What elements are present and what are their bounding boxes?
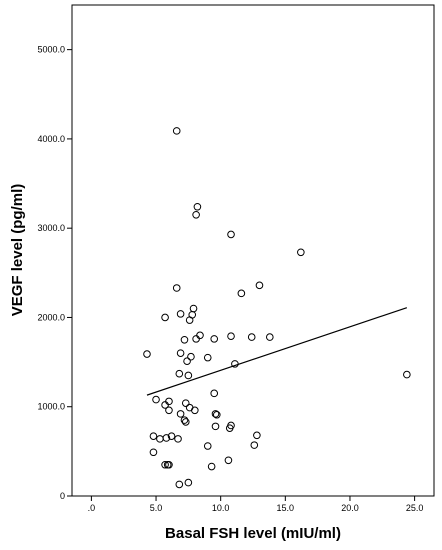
data-point [255,281,264,290]
data-point [207,462,216,471]
data-point [161,460,169,469]
data-point [192,335,200,343]
data-point [176,349,185,357]
data-point [192,210,200,219]
data-point [156,435,164,443]
y-tick-label: 3000.0 [37,223,65,233]
data-point [211,410,220,418]
data-point [161,313,169,322]
data-point [143,350,151,358]
data-point [149,432,158,440]
x-tick-label: 25.0 [406,503,424,513]
data-point [184,478,193,487]
data-point [211,422,220,431]
data-point [175,480,184,489]
data-point [224,456,233,465]
x-tick-label: .0 [88,503,96,513]
data-point [162,434,171,442]
data-point [193,202,202,211]
data-point [227,332,235,341]
plot-area-frame [71,4,435,497]
data-point [165,397,173,406]
data-point [210,389,219,398]
data-point [172,127,181,135]
data-point [227,230,235,239]
y-tick-label: 0 [60,491,65,501]
data-point [403,370,411,379]
data-point [191,406,199,415]
data-point [253,431,261,440]
data-point [250,441,259,449]
data-point [210,335,219,343]
data-point [247,333,256,341]
data-point [167,432,176,440]
data-point [225,424,234,432]
data-point [189,304,198,313]
x-tick-label: 5.0 [150,503,163,513]
data-point [165,460,173,469]
y-axis: 0 1000.0 2000.0 3000.0 4000.0 5000.0 [37,45,72,501]
x-tick-label: 15.0 [277,503,295,513]
x-tick-label: 10.0 [212,503,230,513]
data-point [181,399,190,407]
y-tick-label: 4000.0 [37,134,65,144]
data-point [183,357,191,365]
data-point [266,333,274,341]
data-point [196,331,204,340]
data-point [176,410,185,418]
data-point [149,448,158,457]
data-point [185,316,194,324]
y-axis-title: VEGF level (pg/ml) [9,184,26,317]
data-point [175,369,184,378]
x-axis-title: Basal FSH level (mIU/ml) [165,525,341,542]
x-axis: .0 5.0 10.0 15.0 20.0 25.0 [88,496,424,513]
data-point [237,289,246,298]
y-tick-label: 2000.0 [37,312,65,322]
data-point [172,284,181,292]
y-tick-label: 5000.0 [37,45,65,55]
data-point [203,442,212,450]
data-point [165,406,173,415]
data-points [143,127,411,489]
data-point [174,435,182,443]
data-point [297,248,305,257]
data-point [203,353,212,362]
x-tick-label: 20.0 [341,503,359,513]
data-point [180,416,189,424]
data-point [152,395,160,404]
data-point [213,410,221,419]
y-tick-label: 1000.0 [37,402,65,412]
fit-line [146,307,408,396]
data-point [176,310,185,318]
data-point [180,335,189,344]
data-point [181,418,190,426]
data-point [184,371,193,380]
data-point [187,352,195,361]
